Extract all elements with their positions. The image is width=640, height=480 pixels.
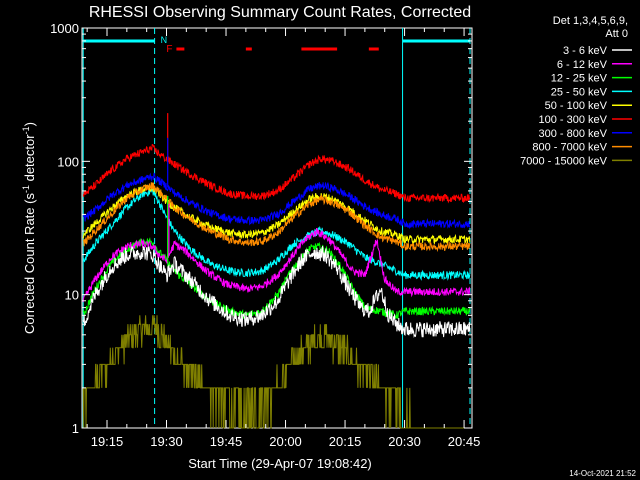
series-6-12-kev — [82, 228, 471, 303]
series-7000-15000-kev — [82, 315, 470, 429]
legend-label-300-800-kev: 300 - 800 keV — [539, 128, 608, 140]
legend-entry-25-50-kev: 25 - 50 keV — [551, 86, 632, 98]
legend-entry-6-12-kev: 6 - 12 keV — [557, 59, 632, 71]
x-tick-label-20-30: 20:30 — [388, 434, 421, 449]
marker-layer: NF — [82, 28, 471, 428]
x-tick-label-19-30: 19:30 — [150, 434, 183, 449]
y-tick-label-10: 10 — [65, 288, 79, 303]
legend-label-50-100-kev: 50 - 100 keV — [545, 100, 608, 112]
legend-entry-7000-15000-kev: 7000 - 15000 keV — [520, 155, 632, 167]
plot-frame — [81, 27, 473, 429]
series-300-800-kev — [82, 172, 471, 230]
legend-label-800-7000-kev: 800 - 7000 keV — [532, 142, 607, 154]
legend: Det 1,3,4,5,6,9, Att 0 3 - 6 keV 6 - 12 k… — [520, 15, 632, 167]
series-layer — [82, 113, 471, 429]
y-tick-label-1000: 1000 — [50, 21, 79, 36]
y-axis-label-mid: detector — [22, 134, 37, 185]
series-25-50-kev — [82, 188, 471, 281]
x-tick-label-19-15: 19:15 — [91, 434, 124, 449]
legend-entry-50-100-kev: 50 - 100 keV — [545, 100, 632, 112]
legend-label-12-25-kev: 12 - 25 keV — [551, 73, 608, 85]
y-axis-label-end: ) — [22, 122, 37, 126]
tick-layer: 19:15 19:30 19:45 20:00 20:15 20:30 20:45 1 10 10… — [50, 21, 480, 449]
legend-entry-100-300-kev: 100 - 300 keV — [539, 114, 632, 126]
series-12-25-kev — [82, 237, 471, 320]
chart-title: RHESSI Observing Summary Count Rates, Co… — [89, 4, 471, 21]
legend-label-100-300-kev: 100 - 300 keV — [539, 114, 608, 126]
y-tick-label-1: 1 — [72, 421, 79, 436]
series-800-7000-kev — [82, 182, 471, 253]
x-tick-label-20-45: 20:45 — [448, 434, 481, 449]
flare-marker-label: F — [166, 44, 172, 55]
legend-header-line-1: Det 1,3,4,5,6,9, — [553, 15, 628, 27]
timestamp: 14-Oct-2021 21:52 — [569, 469, 636, 478]
x-tick-label-20-00: 20:00 — [269, 434, 302, 449]
legend-entry-3-6-kev: 3 - 6 keV — [563, 45, 632, 57]
night-marker-label: N — [161, 35, 168, 45]
y-axis-label: Corrected Count Rate (s-1 detector-1) — [21, 122, 37, 334]
y-tick-label-100: 100 — [57, 154, 79, 169]
legend-label-3-6-kev: 3 - 6 keV — [563, 45, 608, 57]
legend-label-7000-15000-kev: 7000 - 15000 keV — [520, 155, 608, 167]
plot-area: NF 19:15 19:30 19:45 20:00 20:15 20:30 20:4511… — [50, 21, 480, 449]
legend-header-line-2: Att 0 — [605, 28, 628, 40]
series-100-300-kev — [82, 144, 471, 204]
y-axis-label-sup-2: -1 — [21, 126, 31, 134]
legend-label-6-12-kev: 6 - 12 keV — [557, 59, 608, 71]
legend-entry-12-25-kev: 12 - 25 keV — [551, 73, 632, 85]
series-3-6-kev — [82, 245, 471, 338]
x-axis-label: Start Time (29-Apr-07 19:08:42) — [188, 456, 372, 471]
legend-label-25-50-kev: 25 - 50 keV — [551, 86, 608, 98]
y-axis-label-sup-1: -1 — [21, 185, 31, 193]
y-axis-label-main: Corrected Count Rate (s — [22, 193, 37, 334]
legend-entry-800-7000-kev: 800 - 7000 keV — [532, 142, 632, 154]
legend-entry-300-800-kev: 300 - 800 keV — [539, 128, 632, 140]
x-tick-label-20-15: 20:15 — [329, 434, 362, 449]
x-tick-label-19-45: 19:45 — [210, 434, 243, 449]
